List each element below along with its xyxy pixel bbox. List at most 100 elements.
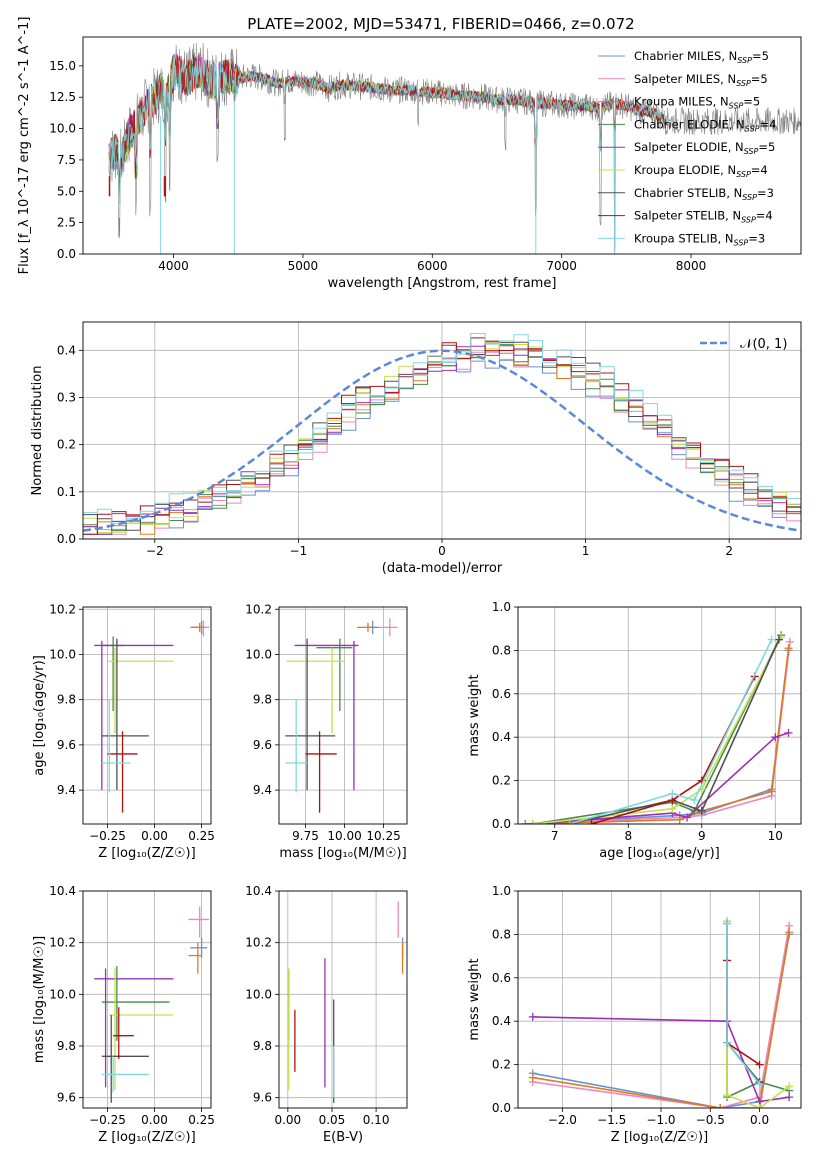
weight-line-8	[569, 639, 773, 824]
y-tick-label: 0.6	[492, 971, 511, 985]
weight-line-5	[532, 637, 782, 824]
legend-label-0: Chabrier MILES, NSSP=5	[634, 49, 769, 65]
spectrum-panel: 4000 5000 6000 7000 8000 0.0 2.5 5.0 7.5 10.0 12.5…	[17, 17, 802, 291]
y-tick-label: 10.2	[49, 936, 76, 950]
y-tick-label: 9.4	[253, 783, 272, 797]
y-axis-label: mass weight	[467, 674, 482, 756]
y-tick-label: 0.4	[492, 730, 511, 744]
grid-lines	[83, 890, 211, 1108]
weight-marker-2-1	[675, 815, 684, 824]
legend-label-4: Salpeter ELODIE, NSSP=5	[634, 140, 775, 156]
mass-vs-EBV-errorbars	[288, 901, 404, 1103]
x-axis-label: Z [log₁₀(Z/Z☉)]	[98, 846, 195, 861]
y-tick-label: 0.0	[57, 247, 76, 261]
y-tick-label: 0.2	[57, 438, 76, 452]
x-tick-label: 10.25	[366, 829, 400, 843]
weight-marker-8-0	[565, 820, 574, 824]
y-tick-label: 9.4	[57, 783, 76, 797]
x-tick-label: 9.75	[292, 829, 319, 843]
x-axis-label: wavelength [Angstrom, rest frame]	[328, 276, 557, 291]
x-tick-label: 0.00	[141, 829, 168, 843]
x-tick-label: −0.25	[89, 829, 126, 843]
x-tick-label: −1	[290, 544, 308, 558]
weight-marker-5-1	[723, 1090, 732, 1099]
y-axis-label: age [log₁₀(age/yr)]	[32, 655, 47, 776]
axes-frame	[82, 36, 802, 255]
x-tick-label: 8000	[676, 259, 707, 273]
y-tick-label: 0.4	[492, 1014, 511, 1028]
x-tick-label: 5000	[288, 259, 319, 273]
x-tick-label: 0.00	[141, 1113, 168, 1127]
massweight-vs-Z-panel: −2.0 −1.5 −1.0 −0.5 0.0 0.0 0.2 0.4 0.6 0.8 1.0 Z […	[467, 884, 802, 1145]
x-tick-label: 0.0	[750, 1113, 769, 1127]
weight-marker-6-3	[774, 635, 783, 644]
weight-marker-2-1	[716, 1104, 725, 1108]
x-tick-label: 2	[725, 544, 733, 558]
y-tick-label: 0.4	[57, 343, 76, 357]
x-tick-label: 0.25	[188, 829, 215, 843]
mass-vs-EBV-panel: 0.00 0.05 0.10 9.6 9.8 10.0 10.2 10.4 E(B-V)	[245, 884, 408, 1145]
y-tick-label: 12.5	[49, 90, 76, 104]
weight-marker-2-0	[521, 820, 530, 824]
grid-lines	[518, 890, 801, 1109]
massweight-vs-Z-lines	[528, 917, 794, 1108]
weight-marker-8-1	[723, 1038, 732, 1047]
weight-marker-8-2	[755, 1080, 764, 1089]
x-axis-label: Z [log₁₀(Z/Z☉)]	[611, 1130, 708, 1145]
x-tick-label: 1	[582, 544, 590, 558]
y-tick-label: 2.5	[57, 216, 76, 230]
weight-marker-5-2	[755, 1104, 764, 1108]
weight-line-6	[569, 639, 780, 824]
figure-title: PLATE=2002, MJD=53471, FIBERID=0466, z=0…	[247, 15, 634, 33]
weight-marker-8-2	[690, 796, 699, 805]
legend-label-2: Kroupa MILES, NSSP=5	[634, 95, 760, 111]
y-axis-label: mass weight	[467, 958, 482, 1040]
y-tick-label: 0.2	[492, 774, 511, 788]
y-tick-label: 0.8	[492, 927, 511, 941]
y-tick-label: 0.8	[492, 643, 511, 657]
residual-hist-8	[83, 333, 801, 524]
weight-line-1	[532, 925, 790, 1108]
y-tick-label: 10.0	[245, 647, 272, 661]
y-tick-label: 7.5	[57, 153, 76, 167]
massweight-vs-age-panel: 7 8 9 10 0.0 0.2 0.4 0.6 0.8 1.0 age [log₁₀(age/yr…	[467, 600, 802, 861]
y-tick-label: 10.4	[245, 884, 272, 898]
y-tick-label: 9.8	[57, 1039, 76, 1053]
residual-hist-7	[83, 337, 801, 535]
mass-vs-Z-panel: −0.25 0.00 0.25 9.6 9.8 10.0 10.2 10.4 Z [log₁₀(…	[32, 884, 215, 1145]
x-tick-label: 0.10	[363, 1113, 390, 1127]
x-axis-label: mass [log₁₀(M/M☉)]	[279, 846, 406, 861]
y-tick-label: 9.8	[253, 693, 272, 707]
y-tick-label: 9.6	[57, 738, 76, 752]
y-tick-label: 1.0	[492, 884, 511, 898]
y-tick-label: 9.6	[253, 738, 272, 752]
x-tick-label: 10.00	[327, 829, 361, 843]
y-tick-label: 9.6	[57, 1091, 76, 1105]
axes-frame	[278, 606, 408, 825]
weight-marker-2-4	[784, 644, 793, 653]
observed-spectrum	[108, 42, 801, 253]
age-vs-Z-errorbars	[94, 620, 210, 813]
x-axis-label: (data-model)/error	[382, 561, 503, 576]
weight-marker-4-3	[785, 1093, 794, 1102]
y-tick-label: 0.0	[492, 1101, 511, 1115]
weight-line-3	[532, 634, 782, 824]
y-tick-label: 1.0	[492, 600, 511, 614]
y-tick-label: 0.6	[492, 687, 511, 701]
x-tick-label: −0.25	[89, 1113, 126, 1127]
y-tick-label: 10.0	[49, 122, 76, 136]
age-vs-Z-panel: −0.25 0.00 0.25 9.4 9.6 9.8 10.0 10.2 Z [log₁₀(Z…	[32, 602, 215, 861]
y-tick-label: 9.8	[57, 693, 76, 707]
legend-label-5: Kroupa ELODIE, NSSP=4	[634, 163, 768, 179]
residual-histograms	[83, 333, 801, 535]
weight-marker-5-0	[528, 820, 537, 824]
weight-marker-4-3	[771, 733, 780, 742]
x-axis-label: Z [log₁₀(Z/Z☉)]	[98, 1130, 195, 1145]
legend-label-7: Salpeter STELIB, NSSP=4	[634, 209, 773, 225]
residuals-panel: −2 −1 0 1 2 0.0 0.1 0.2 0.3 0.4 (data-model)/error…	[30, 321, 802, 576]
y-tick-label: 10.2	[245, 602, 272, 616]
x-tick-label: 4000	[158, 259, 189, 273]
weight-marker-2-3	[767, 787, 776, 796]
